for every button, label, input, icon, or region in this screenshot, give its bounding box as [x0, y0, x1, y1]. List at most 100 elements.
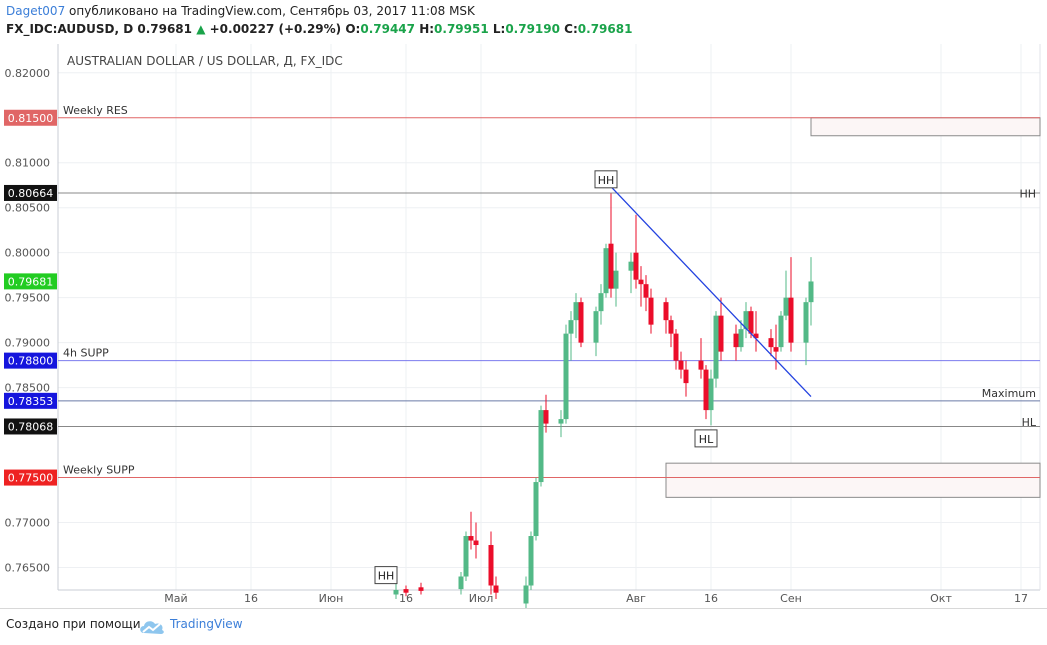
x-tick-label: Май	[164, 592, 187, 605]
high-value: 0.79951	[434, 22, 489, 36]
candle-down	[683, 369, 689, 384]
tradingview-link[interactable]: TradingView	[170, 617, 243, 631]
candle-up	[558, 419, 564, 424]
candle-up	[458, 576, 464, 590]
level-label: Weekly RES	[63, 104, 128, 117]
annotation-label: HL	[699, 433, 714, 446]
candle-down	[648, 297, 654, 325]
price-badge-text: 0.79681	[8, 275, 54, 288]
author-link[interactable]: Daget007	[6, 4, 66, 18]
x-tick-label: Авг	[626, 592, 646, 605]
y-tick-label: 0.82000	[5, 67, 51, 80]
candle-up	[533, 482, 539, 537]
candle-up	[743, 311, 749, 330]
candle-down	[663, 302, 669, 321]
candle-down	[703, 369, 709, 411]
candle-down	[608, 243, 614, 289]
candle-down	[418, 587, 424, 591]
candle-up	[783, 297, 789, 316]
price-badge	[4, 273, 57, 290]
candle-up	[573, 302, 579, 321]
candle-down	[678, 360, 684, 370]
candle-up	[563, 333, 569, 420]
candle-down	[473, 540, 479, 546]
publish-info: опубликовано на TradingView.com, Сентябр…	[69, 4, 475, 18]
y-tick-label: 0.79000	[5, 337, 51, 350]
open-value: 0.79447	[360, 22, 415, 36]
candle-down	[788, 297, 794, 343]
zone-box	[810, 117, 1041, 137]
x-tick-label: 16	[244, 592, 258, 605]
candle-down	[638, 279, 644, 285]
x-tick-label: 16	[704, 592, 718, 605]
price-badge-text: 0.78800	[8, 355, 54, 368]
candle-down	[673, 333, 679, 361]
annotation-label: HH	[598, 174, 615, 187]
y-tick-label: 0.77000	[5, 517, 51, 530]
right-edge-label: Maximum	[982, 387, 1036, 400]
candle-up	[393, 590, 399, 595]
x-tick-label: 16	[399, 592, 413, 605]
y-tick-label: 0.80000	[5, 247, 51, 260]
candle-up	[708, 378, 714, 411]
close-value: 0.79681	[577, 22, 633, 36]
price-badge-text: 0.77500	[8, 472, 54, 485]
x-tick-label: Сен	[780, 592, 802, 605]
price-badge	[4, 418, 57, 435]
level-label: Weekly SUPP	[63, 464, 135, 477]
candle-down	[733, 333, 739, 348]
candle-down	[578, 302, 584, 343]
candle-up	[808, 281, 814, 303]
candle-down	[493, 585, 499, 593]
candle-down	[643, 284, 649, 298]
candle-down	[718, 315, 724, 352]
candle-up	[628, 261, 634, 271]
x-tick-label: Июн	[319, 592, 344, 605]
candle-up	[713, 315, 719, 379]
chart-background	[0, 44, 1047, 608]
chart-header: Daget007 опубликовано на TradingView.com…	[0, 0, 1047, 44]
candle-up	[613, 270, 619, 289]
price-badge-text: 0.78353	[8, 395, 54, 408]
trend-line	[600, 175, 812, 398]
candle-up	[523, 585, 529, 604]
candle-down	[768, 338, 774, 348]
tradingview-cloud-icon[interactable]	[138, 615, 166, 637]
candle-up	[568, 320, 574, 334]
price-badge	[4, 109, 57, 126]
price-chart[interactable]: Weekly RES 4h SUPP Weekly SUPP 0.82000 0.810…	[0, 44, 1047, 608]
level-label: 4h SUPP	[63, 347, 109, 360]
candle-up	[463, 536, 469, 577]
close-label: C:	[564, 22, 578, 36]
price-badge-text: 0.81500	[8, 112, 54, 125]
candle-down	[773, 347, 779, 352]
candle-up	[778, 315, 784, 348]
low-value: 0.79190	[505, 22, 560, 36]
candle-down	[488, 545, 494, 586]
y-tick-label: 0.79500	[5, 292, 51, 305]
candle-up	[528, 536, 534, 586]
annotation-box	[594, 170, 618, 189]
low-label: L:	[492, 22, 506, 36]
candle-down	[698, 360, 704, 370]
candle-down	[468, 536, 474, 541]
candle-up	[538, 410, 544, 483]
candle-down	[403, 589, 409, 593]
x-tick-label: Июл	[469, 592, 494, 605]
chart-title: AUSTRALIAN DOLLAR / US DOLLAR, Д, FX_IDC	[67, 54, 343, 68]
y-tick-label: 0.78500	[5, 382, 51, 395]
change-up-icon: ▲	[196, 22, 206, 36]
x-tick-label: 17	[1014, 592, 1028, 605]
symbol-name: FX_IDC:AUDUSD, D	[6, 22, 134, 36]
price-badge	[4, 184, 57, 201]
candle-down	[633, 252, 639, 280]
last-price: 0.79681	[137, 22, 192, 36]
price-badge	[4, 469, 57, 486]
right-edge-label: HH	[1019, 187, 1036, 200]
y-tick-label: 0.76500	[5, 562, 51, 575]
publish-line: Daget007 опубликовано на TradingView.com…	[6, 4, 475, 18]
candle-down	[543, 410, 549, 424]
candle-down	[753, 333, 759, 339]
price-change: +0.00227 (+0.29%)	[209, 22, 342, 36]
footer: Создано при помощи TradingView	[0, 608, 1047, 645]
